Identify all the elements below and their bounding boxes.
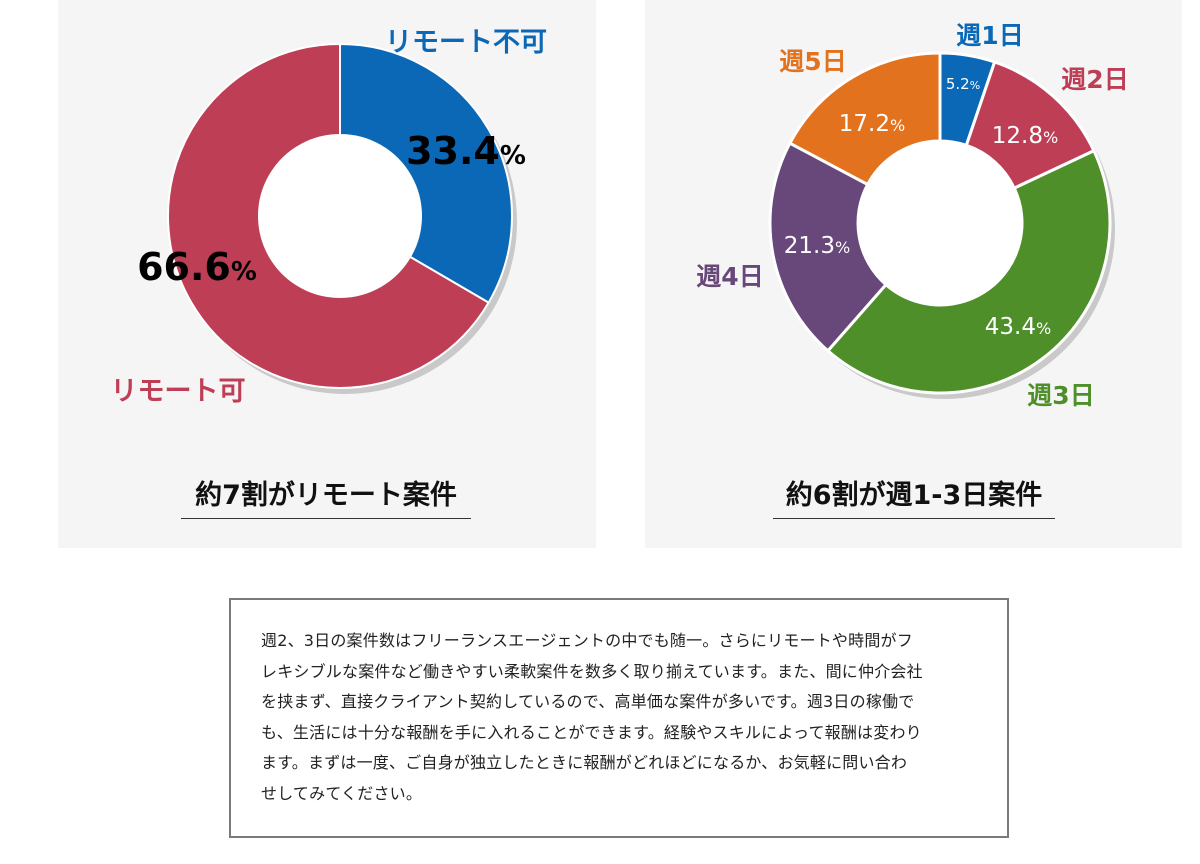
slice-label-day-1: 週1日	[956, 21, 1023, 50]
slice-label-remote-yes: リモート可	[111, 376, 246, 407]
description-line: レキシブルな案件など働きやすい柔軟案件を数多く取り揃えています。また、間に仲介会…	[261, 661, 923, 681]
slice-value-day-1: 5.2%	[946, 75, 980, 93]
slice-value-remote-no: 33.4%	[406, 129, 526, 173]
description-line: も、生活には十分な報酬を手に入れることができます。経験やスキルによって報酬は変わ…	[261, 722, 922, 742]
description-line: を挟まず、直接クライアント契約しているので、高単価な案件が多いです。週3日の稼働…	[261, 692, 915, 711]
donut-hole	[858, 141, 1022, 305]
slice-value-day-2: 12.8%	[992, 123, 1058, 149]
donut-hole	[259, 135, 421, 297]
remote-chart-title: 約7割がリモート案件	[181, 474, 471, 519]
slice-label-day-4: 週4日	[696, 262, 763, 291]
days-chart-panel: 週1日 週2日 週3日 週4日 週5日 5.2% 12.8% 43.4% 21.3% 17.2% …	[645, 0, 1182, 548]
slice-value-day-5: 17.2%	[839, 111, 905, 137]
description-line: せしてみてください。	[261, 783, 423, 803]
slice-label-remote-no: リモート不可	[385, 27, 547, 58]
slice-label-day-2: 週2日	[1061, 65, 1128, 94]
remote-chart-panel: リモート不可リモート可 33.4% 66.6% 約7割がリモート案件	[58, 0, 596, 548]
description-line: 週2、3日の案件数はフリーランスエージェントの中でも随一。さらにリモートや時間が…	[261, 631, 913, 650]
slice-value-remote-yes: 66.6%	[137, 245, 257, 289]
slice-value-day-3: 43.4%	[985, 314, 1051, 340]
slice-label-day-3: 週3日	[1027, 381, 1094, 410]
slice-label-day-5: 週5日	[779, 47, 846, 76]
slice-value-day-4: 21.3%	[784, 233, 850, 259]
description-line: ます。まずは一度、ご自身が独立したときに報酬がどれほどになるか、お気軽に問い合わ	[261, 753, 908, 772]
description-box: 週2、3日の案件数はフリーランスエージェントの中でも随一。さらにリモートや時間が…	[229, 598, 1009, 838]
days-chart-title: 約6割が週1-3日案件	[773, 474, 1055, 519]
